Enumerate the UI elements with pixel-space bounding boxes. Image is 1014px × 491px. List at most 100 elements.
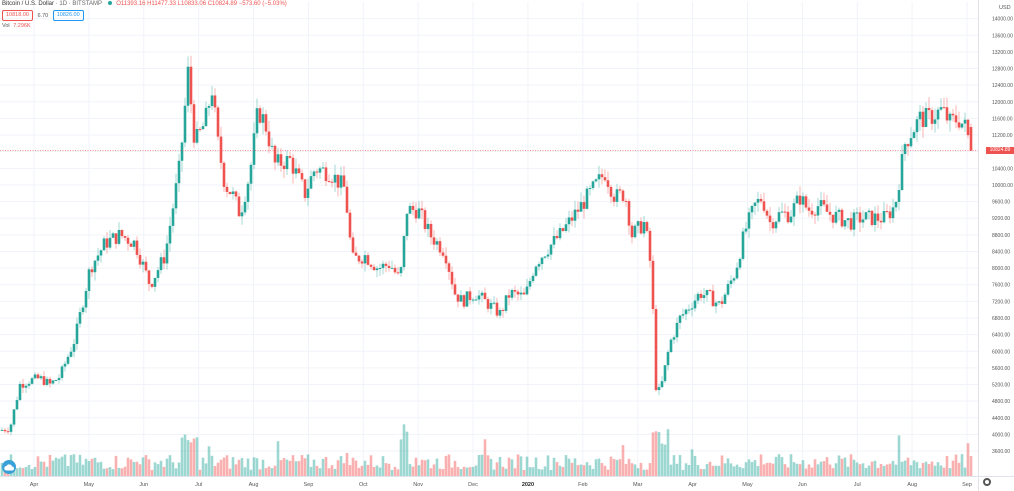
candle-body [729, 280, 733, 285]
volume-bar [336, 460, 340, 476]
symbol-title[interactable]: Bitcoin / U.S. Dollar [2, 1, 55, 7]
volume-bar [36, 456, 40, 476]
volume-bar [477, 455, 481, 476]
price-tick-label: 6800.00 [992, 316, 1010, 322]
candle-body [747, 212, 751, 229]
volume-bar [942, 467, 946, 476]
candle-body [885, 210, 889, 212]
volume-bar [312, 459, 316, 476]
candle-body [228, 191, 232, 195]
candle-body [279, 154, 283, 166]
volume-bar [792, 462, 796, 476]
candle-body [954, 115, 958, 123]
candle-body [327, 181, 331, 183]
candle-body [471, 299, 475, 301]
candle-body [201, 126, 205, 130]
volume-bar [672, 455, 676, 476]
volume-bar [858, 464, 862, 476]
candle-body [582, 202, 586, 209]
volume-bar [390, 469, 394, 476]
volume-bar [912, 460, 916, 476]
candle-body [309, 176, 313, 189]
candle-body [300, 173, 304, 180]
volume-bar [663, 444, 667, 476]
candle-body [15, 400, 19, 410]
volume-bar [861, 463, 865, 476]
candle-body [63, 363, 67, 367]
currency-label[interactable]: USD [999, 5, 1011, 11]
candle-body [588, 188, 592, 190]
volume-bar [891, 460, 895, 476]
interval-label[interactable]: 1D [59, 1, 68, 7]
volume-bar [447, 454, 451, 476]
tradingview-cloud-icon[interactable] [2, 460, 16, 474]
volume-bar [54, 457, 58, 476]
volume-bar [138, 464, 142, 476]
candle-body [951, 113, 955, 116]
volume-bar [939, 465, 943, 476]
candle-body [291, 157, 295, 174]
candle-body [372, 266, 376, 271]
candle-body [441, 252, 445, 256]
time-axis-label: Jun [798, 482, 807, 488]
candle-body [54, 380, 58, 382]
time-axis-label: Jul [854, 482, 861, 488]
candle-body [936, 109, 940, 120]
candle-body [21, 383, 25, 388]
volume-bar [102, 468, 106, 476]
volume-bar [150, 469, 154, 476]
volume-label[interactable]: Vol [2, 23, 10, 29]
volume-bar [603, 465, 607, 476]
volume-bar [591, 468, 595, 476]
candle-body [222, 162, 226, 187]
candle-body [294, 168, 298, 174]
candle-body [144, 261, 148, 271]
time-axis-label: Jun [139, 482, 148, 488]
sell-button[interactable]: 10818.00 [2, 10, 33, 21]
price-tick-label: 8000.00 [992, 266, 1010, 272]
volume-bar [903, 460, 907, 476]
candle-body [477, 295, 481, 300]
volume-bar [702, 469, 706, 476]
candle-body [375, 268, 379, 271]
candle-body [306, 188, 310, 198]
candle-body [756, 198, 760, 203]
candle-body [792, 203, 796, 217]
volume-value: 7.296K [13, 23, 31, 29]
candle-body [945, 107, 949, 121]
buy-button[interactable]: 10826.00 [52, 10, 84, 21]
volume-bar [537, 469, 541, 476]
volume-bar [819, 461, 823, 476]
gear-icon[interactable] [983, 478, 991, 486]
volume-bar [426, 459, 430, 476]
volume-bar [435, 458, 439, 476]
candle-body [138, 254, 142, 265]
volume-bar [315, 465, 319, 476]
volume-bar [48, 455, 52, 476]
volume-bar [117, 467, 121, 476]
volume-bar [438, 468, 442, 476]
candle-body [321, 167, 325, 169]
candle-body [264, 114, 268, 132]
candle-body [159, 257, 163, 271]
candle-body [231, 191, 235, 195]
candle-body [963, 119, 967, 124]
candle-body [402, 236, 406, 268]
candle-body [564, 224, 568, 231]
time-axis-label: May [742, 482, 753, 488]
volume-bar [228, 468, 232, 476]
volume-bar [267, 466, 271, 476]
volume-bar [501, 466, 505, 476]
candle-body [360, 261, 364, 264]
volume-bar [246, 458, 250, 476]
candle-body [363, 255, 367, 264]
candle-body [627, 201, 631, 226]
candle-body [396, 272, 400, 274]
candle-body [648, 230, 652, 261]
candle-body [828, 211, 832, 215]
candle-body [717, 301, 721, 303]
price-tick-label: 5600.00 [992, 366, 1010, 372]
volume-bar [684, 463, 688, 476]
